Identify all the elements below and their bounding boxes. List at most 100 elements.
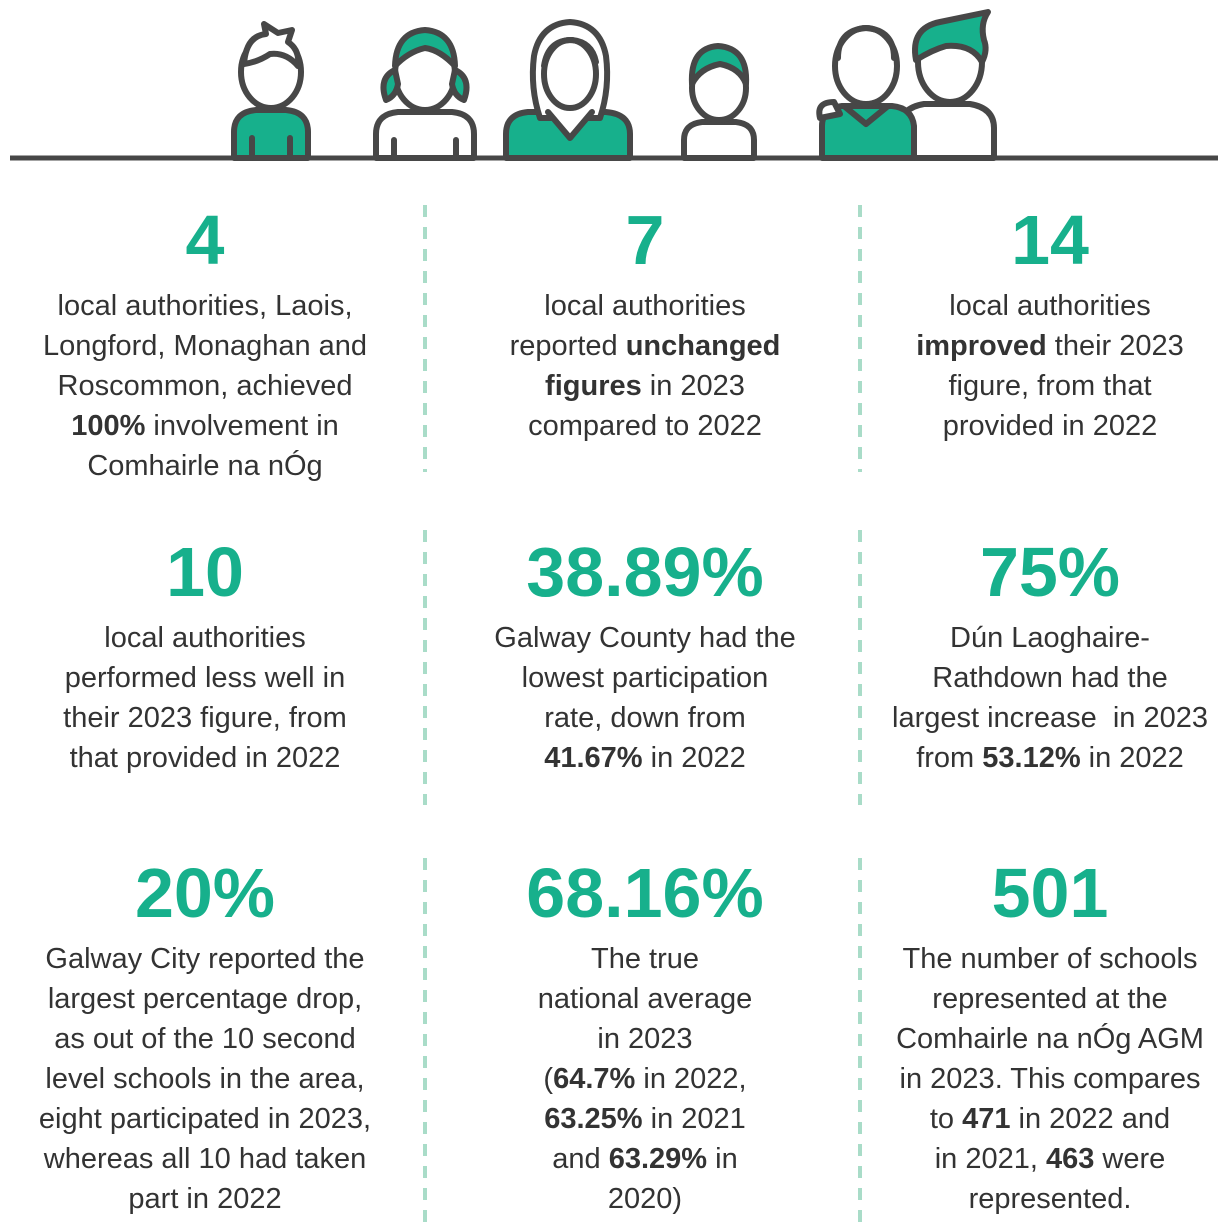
text-line: level schools in the area, <box>0 1059 415 1099</box>
text-run: reported <box>510 330 626 362</box>
bold-run: figures <box>545 370 642 402</box>
text-run: in 2023 <box>597 1023 692 1055</box>
text-run: level schools in the area, <box>45 1063 364 1095</box>
text-run: that provided in 2022 <box>70 742 341 774</box>
text-run: part in 2022 <box>128 1183 281 1215</box>
text-line: in 2023 <box>435 1019 855 1059</box>
text-run: involvement in <box>145 410 338 442</box>
text-run: local authorities <box>544 290 746 322</box>
bold-run: 463 <box>1046 1143 1094 1175</box>
text-line: Dún Laoghaire- <box>840 618 1222 658</box>
text-run: Rathdown had the <box>932 662 1167 694</box>
text-line: figures in 2023 <box>435 366 855 406</box>
text-run: eight participated in 2023, <box>39 1103 371 1135</box>
text-run: as out of the 10 second <box>54 1023 356 1055</box>
stat-figure: 4 <box>0 195 415 285</box>
stat-text: local authorities improved their 2023 figu… <box>840 286 1222 446</box>
people-icons <box>234 12 994 158</box>
text-run: in 2022 and <box>1010 1103 1170 1135</box>
page: {"stats": [ {"figure": "4", "lines": [["… <box>0 0 1222 1232</box>
text-line: reported unchanged <box>435 326 855 366</box>
text-line: whereas all 10 had taken <box>0 1139 415 1179</box>
text-line: Roscommon, achieved <box>0 366 415 406</box>
stat-figure: 14 <box>840 195 1222 285</box>
bold-run: 53.12% <box>982 742 1080 774</box>
text-line: in 2023. This compares <box>840 1059 1222 1099</box>
text-run: local authorities <box>949 290 1151 322</box>
bold-run: 63.25% <box>544 1103 642 1135</box>
text-line: local authorities <box>0 618 415 658</box>
text-run: in 2023 <box>642 370 745 402</box>
text-line: Comhairle na nÓg <box>0 446 415 486</box>
text-line: The true <box>435 939 855 979</box>
text-run: local authorities, Laois, <box>58 290 353 322</box>
stat-figure: 75% <box>840 527 1222 617</box>
text-line: Rathdown had the <box>840 658 1222 698</box>
stat-figure: 10 <box>0 527 415 617</box>
text-line: 63.25% in 2021 <box>435 1099 855 1139</box>
text-run: rate, down from <box>544 702 745 734</box>
text-line: and 63.29% in <box>435 1139 855 1179</box>
bold-run: 63.29% <box>609 1143 707 1175</box>
text-line: compared to 2022 <box>435 406 855 446</box>
text-run: figure, from that <box>948 370 1151 402</box>
text-run: from <box>916 742 982 774</box>
stat-text: local authorities, Laois, Longford, Monag… <box>0 286 415 486</box>
text-line: eight participated in 2023, <box>0 1099 415 1139</box>
text-line: 100% involvement in <box>0 406 415 446</box>
text-run: provided in 2022 <box>943 410 1157 442</box>
text-run: their 2023 figure, from <box>63 702 347 734</box>
stat-figure: 7 <box>435 195 855 285</box>
text-line: from 53.12% in 2022 <box>840 738 1222 778</box>
text-run: Comhairle na nÓg AGM <box>896 1023 1204 1055</box>
text-run: 2020) <box>608 1183 682 1215</box>
text-line: national average <box>435 979 855 1019</box>
text-run: The true <box>591 943 699 975</box>
text-run: Longford, Monaghan and <box>43 330 367 362</box>
text-line: local authorities, Laois, <box>0 286 415 326</box>
text-line: Longford, Monaghan and <box>0 326 415 366</box>
text-line: represented. <box>840 1179 1222 1219</box>
text-run: Galway County had the <box>494 622 795 654</box>
stat-text: The true national average in 2023 (64.7% in… <box>435 939 855 1219</box>
text-run: in 2023. This compares <box>900 1063 1201 1095</box>
text-line: local authorities <box>840 286 1222 326</box>
text-run: in 2021, <box>935 1143 1046 1175</box>
text-run: to <box>930 1103 962 1135</box>
bold-run: 41.67% <box>544 742 642 774</box>
text-run: performed less well in <box>65 662 345 694</box>
text-line: that provided in 2022 <box>0 738 415 778</box>
text-line: local authorities <box>435 286 855 326</box>
text-run: Dún Laoghaire- <box>950 622 1150 654</box>
text-run: in <box>707 1143 738 1175</box>
text-run: Comhairle na nÓg <box>87 450 322 482</box>
text-line: lowest participation <box>435 658 855 698</box>
text-line: Galway County had the <box>435 618 855 658</box>
stat-figure: 501 <box>840 848 1222 938</box>
text-run: Roscommon, achieved <box>58 370 353 402</box>
text-line: their 2023 figure, from <box>0 698 415 738</box>
text-run: were <box>1094 1143 1165 1175</box>
text-line: represented at the <box>840 979 1222 1019</box>
text-run: local authorities <box>104 622 306 654</box>
text-run: whereas all 10 had taken <box>44 1143 366 1175</box>
stat-figure: 20% <box>0 848 415 938</box>
text-run: represented. <box>969 1183 1132 1215</box>
text-line: rate, down from <box>435 698 855 738</box>
bold-run: 100% <box>71 410 145 442</box>
text-line: largest percentage drop, <box>0 979 415 1019</box>
text-run: in 2022 <box>643 742 746 774</box>
text-run: represented at the <box>932 983 1167 1015</box>
text-line: part in 2022 <box>0 1179 415 1219</box>
text-run: their 2023 <box>1047 330 1184 362</box>
text-line: figure, from that <box>840 366 1222 406</box>
text-line: as out of the 10 second <box>0 1019 415 1059</box>
text-line: (64.7% in 2022, <box>435 1059 855 1099</box>
text-line: improved their 2023 <box>840 326 1222 366</box>
stat-text: Galway County had the lowest participatio… <box>435 618 855 778</box>
text-run: ( <box>543 1063 553 1095</box>
stat-text: local authorities performed less well in t… <box>0 618 415 778</box>
bold-run: 471 <box>962 1103 1010 1135</box>
text-run: in 2022, <box>635 1063 746 1095</box>
